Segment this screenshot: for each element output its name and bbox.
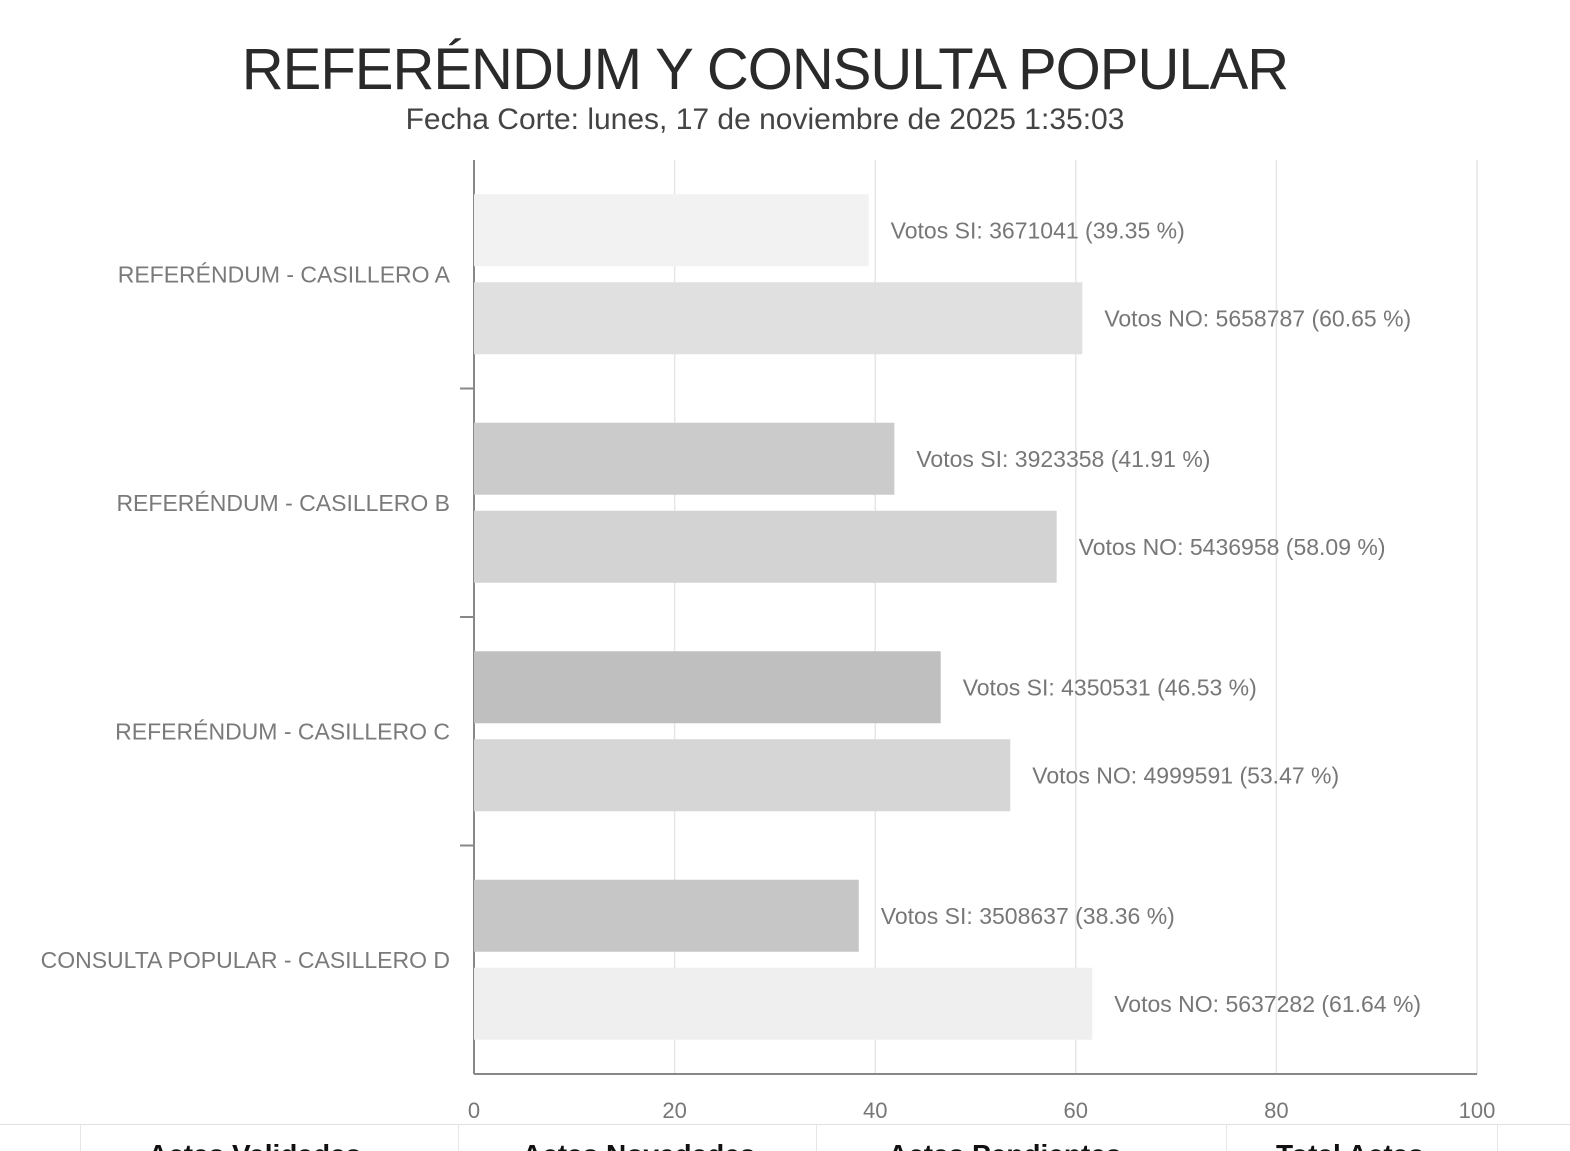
bar-votos-si [474,879,859,952]
table-divider [80,1125,81,1151]
bar-votos-no [474,510,1057,583]
data-label-votos-no: Votos NO: 4999591 (53.47 %) [1032,762,1339,788]
category-label: CONSULTA POPULAR - CASILLERO D [41,947,450,973]
data-label-votos-no: Votos NO: 5658787 (60.65 %) [1104,305,1411,331]
bar-votos-no [474,739,1011,812]
bar-votos-si [474,194,869,267]
category-label: REFERÉNDUM - CASILLERO A [118,261,451,287]
category-label: REFERÉNDUM - CASILLERO B [116,490,450,516]
data-label-votos-si: Votos SI: 4350531 (46.53 %) [963,674,1257,700]
data-label-votos-no: Votos NO: 5637282 (61.64 %) [1114,991,1421,1017]
table-header-total-actas: Total Actas [1276,1139,1424,1151]
x-tick-label: 60 [1064,1098,1088,1123]
data-label-votos-si: Votos SI: 3508637 (38.36 %) [881,903,1175,929]
x-tick-label: 40 [863,1098,887,1123]
chart-title: REFERÉNDUM Y CONSULTA POPULAR [241,37,1289,102]
bar-votos-si [474,422,895,495]
x-tick-label: 0 [468,1098,480,1123]
x-tick-label: 80 [1264,1098,1288,1123]
table-header-actas-validadas: Actas Validadas [148,1139,361,1151]
category-label: REFERÉNDUM - CASILLERO C [115,718,450,744]
data-label-votos-si: Votos SI: 3923358 (41.91 %) [916,446,1210,472]
bar-votos-si [474,651,941,724]
bar-votos-no [474,967,1093,1040]
table-header-actas-novedades: Actas Novedades [522,1139,755,1151]
data-label-votos-no: Votos NO: 5436958 (58.09 %) [1079,534,1386,560]
summary-table-header: Actas Validadas Actas Novedades Actas Pe… [0,1124,1570,1151]
x-tick-label: 100 [1459,1098,1496,1123]
bar-votos-no [474,282,1083,355]
table-divider [458,1125,459,1151]
table-divider [1497,1125,1498,1151]
bar-chart: 0 20 40 60 80 100 REFERÉNDUM - CASILLERO A Voto… [41,160,1496,1123]
x-tick-label: 20 [662,1098,686,1123]
data-label-votos-si: Votos SI: 3671041 (39.35 %) [891,217,1185,243]
table-header-actas-pendientes: Actas Pendientes [888,1139,1121,1151]
table-divider [1226,1125,1227,1151]
table-divider [816,1125,817,1151]
chart-subtitle: Fecha Corte: lunes, 17 de noviembre de 2… [405,103,1125,136]
